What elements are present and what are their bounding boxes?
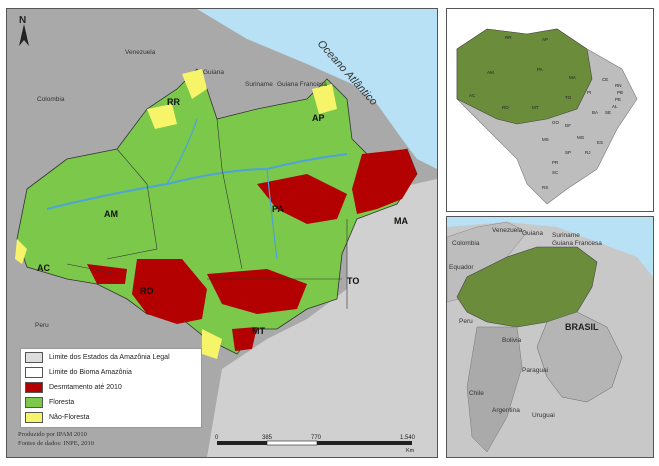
state-label: RN (615, 83, 622, 88)
state-label: AL (612, 104, 618, 109)
north-arrow: N (14, 14, 34, 48)
north-arrow-icon (19, 24, 29, 46)
north-label: N (19, 15, 26, 26)
legend-item: Limite dos Estados da Amazônia Legal (25, 352, 170, 363)
credit-line: Fontes de dados: INPE, 2010 (18, 440, 95, 447)
state-label: MA (394, 216, 408, 226)
state-label: MT (532, 105, 539, 110)
state-label: AP (542, 37, 548, 42)
state-label: RR (167, 97, 180, 107)
state-label: PA (272, 204, 284, 214)
legend-label: Não-Floresta (49, 414, 90, 421)
legend-swatch (25, 397, 43, 408)
legend-swatch (25, 367, 43, 378)
country-label: Bolivia (502, 337, 522, 344)
country-label: BRASIL (565, 322, 599, 332)
inset-brazil-states: RR AP AM PA MA CE RN PB PE AL SE AC RO T… (446, 8, 654, 212)
country-label: Suriname (245, 81, 273, 88)
state-label: PR (552, 160, 559, 165)
state-label: SC (552, 170, 559, 175)
legend: Limite dos Estados da Amazônia Legal Lim… (20, 348, 202, 428)
state-label: CE (602, 77, 608, 82)
legend-label: Limite dos Estados da Amazônia Legal (49, 354, 170, 361)
state-label: MS (542, 137, 549, 142)
state-label: PA (537, 67, 543, 72)
state-label: RS (542, 185, 548, 190)
state-label: GO (552, 120, 560, 125)
state-label: RR (505, 35, 512, 40)
state-label: SP (565, 150, 571, 155)
scale-bar: 0 385 770 1.540 Km (212, 431, 422, 453)
state-label: RO (140, 286, 154, 296)
legend-swatch (25, 352, 43, 363)
state-label: PE (615, 97, 621, 102)
state-label: MA (569, 75, 576, 80)
legend-item: Não-Floresta (25, 412, 89, 423)
country-label: Equador (449, 264, 474, 271)
country-label: Colombia (452, 240, 480, 247)
state-label: TO (565, 95, 572, 100)
country-label: Venezuela (125, 49, 156, 56)
legend-swatch (25, 412, 43, 423)
country-label: Argentina (492, 407, 520, 414)
state-label: MG (577, 135, 585, 140)
scale-tick: 1.540 (400, 435, 416, 441)
state-label: BA (592, 110, 598, 115)
scale-tick: 0 (215, 435, 219, 441)
country-label: Paraguai (522, 367, 548, 374)
state-label: DF (565, 123, 571, 128)
state-label: TO (347, 276, 359, 286)
country-label: Guiana Francesa (277, 81, 327, 88)
legend-item: Floresta (25, 397, 74, 408)
country-label: Uruguai (532, 412, 555, 419)
legend-swatch (25, 382, 43, 393)
inset-south-america: Venezuela Guiana Suriname Guiana Frances… (446, 216, 654, 458)
state-label: AP (312, 113, 325, 123)
legend-item: Desmtamento até 2010 (25, 382, 122, 393)
country-label: Guiana (203, 69, 224, 76)
country-label: Peru (35, 322, 49, 329)
country-label: Colombia (37, 96, 65, 103)
state-label: MT (252, 326, 265, 336)
credits: Produzido por IPAM 2010 Fontes de dados:… (18, 430, 94, 448)
state-label: AC (37, 263, 50, 273)
legend-label: Desmtamento até 2010 (49, 384, 122, 391)
scale-tick: 770 (311, 435, 322, 441)
legend-label: Floresta (49, 399, 75, 406)
state-label: PI (587, 90, 591, 95)
country-label: Chile (469, 390, 484, 397)
country-label: Venezuela (492, 227, 523, 234)
legend-item: Limite do Bioma Amazônia (25, 367, 132, 378)
country-label: Guiana (522, 230, 543, 237)
country-label: Peru (459, 318, 473, 325)
state-label: RJ (585, 150, 591, 155)
credit-line: Produzido por IPAM 2010 (18, 431, 87, 438)
state-label: RO (502, 105, 509, 110)
state-label: SE (605, 110, 611, 115)
state-label: ES (597, 140, 603, 145)
state-label: AC (469, 93, 476, 98)
state-label: AM (487, 70, 494, 75)
legend-label: Limite do Bioma Amazônia (49, 369, 132, 376)
country-label: Guiana Francesa (552, 240, 602, 247)
scale-unit: Km (406, 448, 415, 453)
state-label: AM (104, 209, 118, 219)
state-label: PB (617, 90, 623, 95)
country-label: Suriname (552, 232, 580, 239)
scale-tick: 385 (262, 435, 273, 441)
